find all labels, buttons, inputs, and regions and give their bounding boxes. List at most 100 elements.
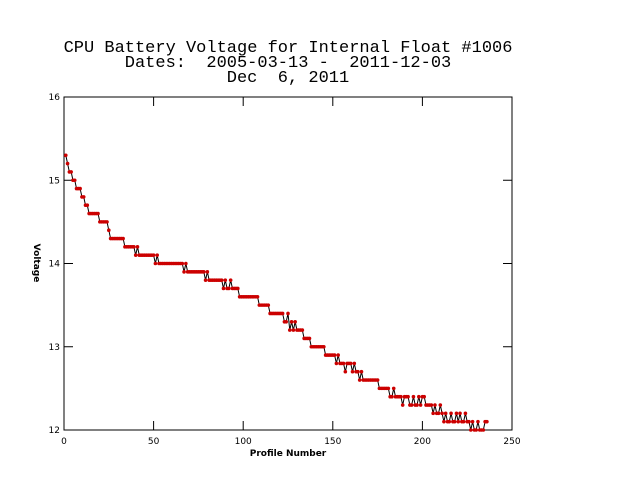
data-line (65, 155, 487, 431)
y-tick-label: 16 (49, 93, 61, 103)
data-point (289, 319, 294, 324)
chart-date: Dec 6, 2011 (227, 69, 349, 88)
data-point (443, 411, 448, 416)
data-point (433, 403, 437, 407)
data-point (287, 328, 292, 332)
data-point (132, 245, 136, 249)
data-point (107, 228, 111, 232)
x-tick-label: 100 (235, 437, 252, 447)
data-point (449, 411, 453, 416)
data-point (284, 319, 289, 324)
y-axis-label: Voltage (31, 244, 41, 283)
data-point (440, 411, 444, 416)
data-point (105, 220, 109, 224)
data-point (280, 311, 285, 316)
y-tick-label: 14 (49, 260, 61, 270)
data-point (359, 369, 364, 374)
data-point (334, 361, 339, 366)
data-point (227, 286, 231, 291)
data-point (436, 411, 441, 416)
x-tick-label: 50 (148, 437, 160, 447)
data-point (356, 369, 360, 374)
data-point (350, 369, 355, 374)
data-point (221, 286, 226, 291)
data-point (468, 428, 473, 432)
data-point (458, 411, 462, 416)
data-point (417, 394, 421, 399)
chart-subtitle: Dates: 2005-03-13 - 2011-12-03 (125, 54, 451, 73)
data-point (343, 369, 348, 374)
data-point (322, 344, 326, 349)
data-point (386, 386, 391, 391)
data-point (447, 419, 452, 424)
data-point (474, 428, 478, 432)
data-point (357, 378, 362, 382)
data-point (438, 403, 443, 407)
data-point (121, 236, 125, 241)
data-point (411, 394, 416, 399)
y-tick-label: 13 (49, 343, 60, 353)
data-point (223, 278, 228, 282)
data-point (63, 153, 68, 158)
data-point (203, 278, 208, 282)
data-point (476, 419, 480, 424)
data-point (461, 419, 466, 424)
data-point (400, 403, 405, 407)
data-point (153, 261, 158, 266)
data-point (180, 261, 185, 266)
data-point (391, 386, 396, 391)
data-point (65, 161, 70, 166)
data-point (182, 270, 186, 274)
x-tick-label: 0 (61, 437, 67, 447)
data-point (336, 353, 340, 357)
data-point (81, 195, 86, 199)
data-point (399, 394, 403, 399)
data-point (293, 319, 297, 324)
x-tick-label: 150 (324, 437, 341, 447)
data-point (291, 328, 296, 332)
x-tick-label: 200 (414, 437, 431, 447)
data-point (442, 419, 446, 424)
data-point (431, 411, 435, 416)
data-point (228, 278, 233, 282)
data-point (485, 419, 489, 424)
data-point (201, 270, 206, 274)
data-point (409, 403, 414, 407)
data-point (286, 311, 290, 316)
data-point (151, 253, 156, 257)
x-tick-label: 250 (503, 437, 520, 447)
data-point (418, 403, 423, 407)
data-point (219, 278, 224, 282)
data-point (452, 419, 457, 424)
data-point (332, 353, 337, 357)
data-point (481, 428, 486, 432)
data-point (96, 211, 100, 216)
data-point (352, 361, 357, 366)
data-point (406, 394, 410, 399)
data-point (133, 253, 138, 257)
data-point (69, 170, 73, 174)
plot-frame (63, 96, 513, 431)
data-point (255, 295, 260, 299)
x-axis-label: Profile Number (250, 449, 327, 459)
data-point (300, 328, 305, 332)
data-point (341, 361, 346, 366)
data-point (375, 378, 380, 382)
data-point (467, 419, 471, 424)
data-point (155, 253, 159, 257)
data-point (422, 394, 426, 399)
y-tick-label: 12 (49, 426, 60, 436)
data-point (390, 394, 394, 399)
data-point (463, 411, 468, 416)
data-point (415, 403, 419, 407)
data-point (456, 419, 461, 424)
data-point (307, 336, 312, 341)
data-point (85, 203, 90, 208)
data-point (454, 411, 459, 416)
y-tick-label: 15 (49, 176, 60, 186)
data-point (78, 186, 82, 191)
data-point (135, 245, 140, 249)
data-point (72, 178, 77, 183)
data-point (205, 270, 210, 274)
